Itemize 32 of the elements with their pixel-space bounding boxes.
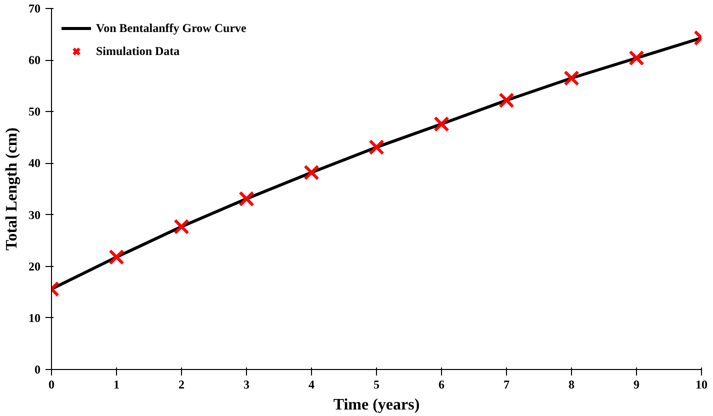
x-tick-label: 2 <box>178 378 184 392</box>
x-tick-label: 4 <box>308 378 314 392</box>
x-tick-label: 7 <box>504 378 510 392</box>
x-tick-label: 3 <box>244 378 250 392</box>
x-tick-label: 8 <box>568 378 574 392</box>
y-tick-label: 70 <box>28 2 40 16</box>
y-tick-label: 10 <box>28 310 40 325</box>
x-tick-label: 9 <box>634 378 640 392</box>
point <box>174 218 190 235</box>
point <box>498 92 514 108</box>
point <box>434 116 450 132</box>
point <box>628 50 644 66</box>
x-tick-label: 0 <box>48 378 54 392</box>
point <box>368 139 384 156</box>
y-tick-label: 0 <box>34 362 40 376</box>
y-tick-label: 50 <box>28 104 40 119</box>
point <box>108 249 124 265</box>
x-tick-label: 6 <box>438 378 444 392</box>
y-axis-title: Total Length (cm) <box>4 128 20 250</box>
x-axis-title: Time (years) <box>333 396 420 414</box>
point <box>564 70 580 86</box>
point <box>238 190 254 207</box>
point <box>304 164 320 180</box>
legend-label: Simulation Data <box>96 44 180 58</box>
x-tick-label: 10 <box>696 378 708 392</box>
x-tick-label: 1 <box>114 378 120 392</box>
x-tick-label: 5 <box>374 378 380 392</box>
legend-label: Von Bentalanffy Grow Curve <box>96 20 246 36</box>
y-tick-label: 20 <box>28 259 40 274</box>
y-tick-label: 40 <box>28 156 40 170</box>
y-tick-label: 30 <box>28 208 40 222</box>
y-tick-label: 60 <box>28 53 40 68</box>
